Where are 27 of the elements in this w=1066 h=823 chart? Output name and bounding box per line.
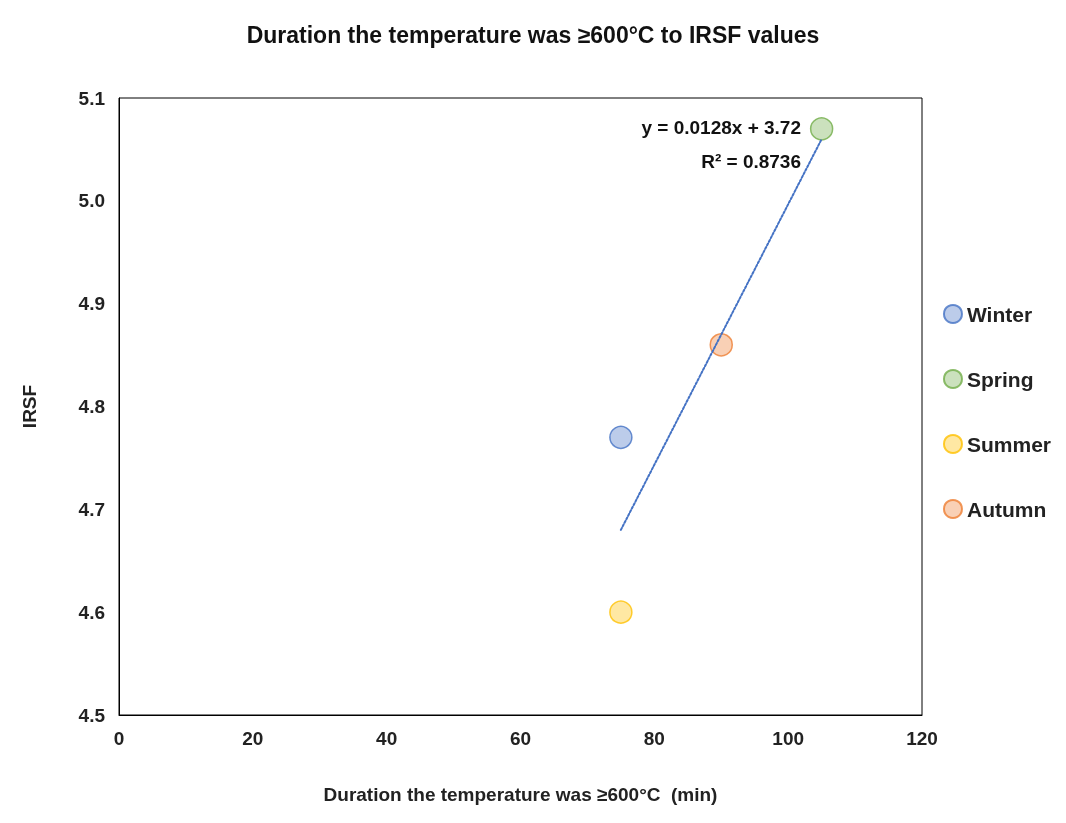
x-tick-label: 40 bbox=[376, 728, 398, 749]
y-tick-label: 4.8 bbox=[78, 396, 105, 417]
y-tick-label: 4.6 bbox=[78, 601, 105, 623]
legend-label: Winter bbox=[966, 302, 1033, 326]
x-tick-label: 80 bbox=[643, 728, 665, 749]
y-tick-label: 5.0 bbox=[78, 190, 105, 212]
y-tick-label: 5.1 bbox=[78, 87, 106, 109]
point bbox=[609, 425, 633, 450]
annotation: R² = 0.8736 bbox=[701, 151, 802, 172]
y-tick-label: 4.9 bbox=[78, 293, 105, 315]
y-tick-label: 4.7 bbox=[78, 498, 105, 520]
point bbox=[609, 600, 633, 624]
x-tick-label: 20 bbox=[242, 728, 264, 749]
y-axis-title: IRSF bbox=[19, 384, 40, 429]
legend-label: Summer bbox=[966, 432, 1051, 456]
x-tick-label: 0 bbox=[113, 728, 125, 749]
legend-label: Autumn bbox=[966, 497, 1047, 521]
x-tick-label: 100 bbox=[772, 728, 805, 749]
point bbox=[809, 117, 834, 141]
legend-label: Spring bbox=[966, 367, 1034, 391]
annotation: y = 0.0128x + 3.72 bbox=[641, 117, 802, 138]
chart-title: Duration the temperature was ≥600°C to IRSF values bbox=[246, 21, 820, 48]
x-axis-title: Duration the temperature was ≥600°C (min) bbox=[323, 784, 718, 805]
x-tick-label: 120 bbox=[906, 728, 938, 749]
point bbox=[709, 333, 733, 357]
x-tick-label: 60 bbox=[509, 728, 532, 749]
y-tick-label: 4.5 bbox=[78, 704, 106, 726]
